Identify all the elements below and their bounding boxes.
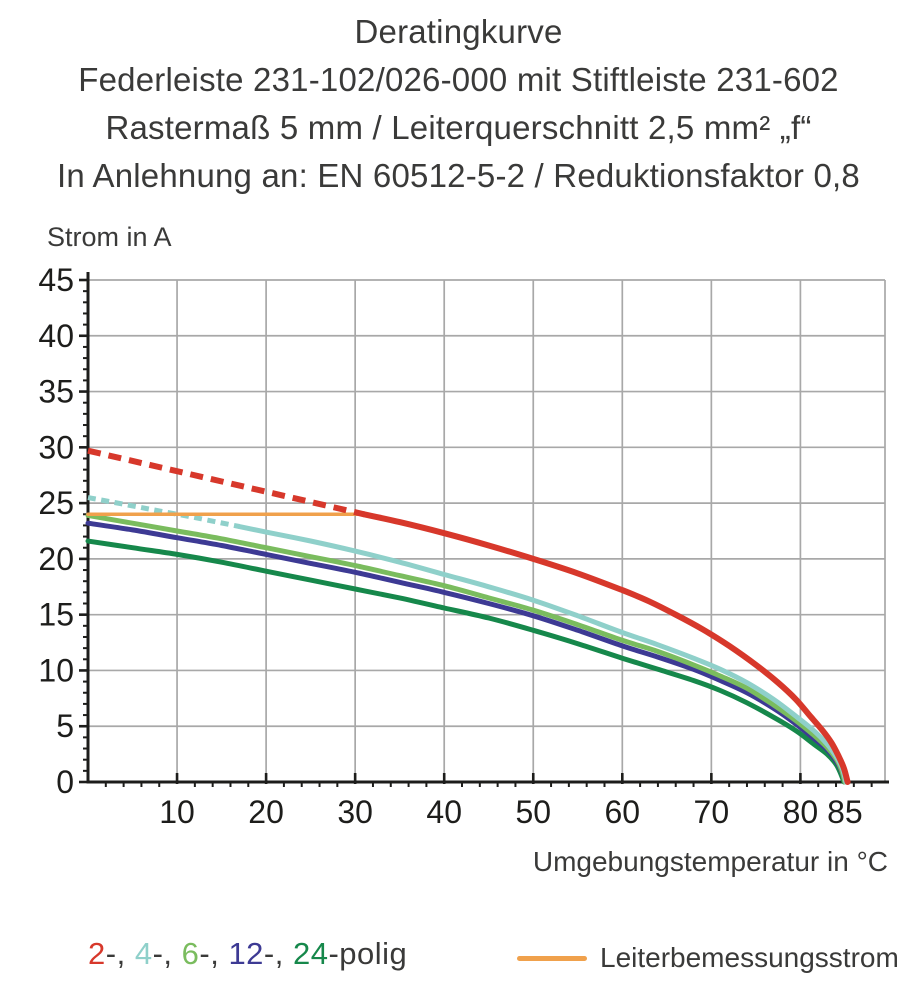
legend-suffix: -polig	[328, 936, 408, 971]
x-tick-label: 30	[337, 794, 373, 830]
pole-count-legend: 2-, 4-, 6-, 12-, 24-polig	[88, 936, 407, 972]
x-tick-label: 85	[827, 794, 863, 830]
curve-4-polig	[236, 524, 849, 785]
rated-current-line-swatch	[517, 955, 587, 961]
legend-pole-24: 24	[292, 936, 329, 971]
chart-title: Deratingkurve	[354, 13, 563, 50]
legend-separator: -,	[263, 936, 293, 971]
x-tick-label: 20	[248, 794, 284, 830]
chart-subtitle-2: Rastermaß 5 mm / Leiterquerschnitt 2,5 m…	[105, 109, 812, 146]
legend-pole-2: 2	[88, 936, 106, 971]
x-tick-label: 60	[605, 794, 641, 830]
y-tick-label: 45	[38, 262, 74, 298]
chart-subtitle-3: In Anlehnung an: EN 60512-5-2 / Reduktio…	[57, 157, 860, 194]
y-tick-label: 20	[38, 541, 74, 577]
legend-pole-12: 12	[228, 936, 264, 971]
legend-pole-4: 4	[134, 936, 153, 971]
x-tick-label: 50	[515, 794, 551, 830]
chart-title-block: Deratingkurve Federleiste 231-102/026-00…	[0, 8, 917, 200]
rated-current-label: Leiterbemessungsstrom	[600, 942, 899, 973]
y-tick-label: 35	[38, 374, 74, 410]
y-tick-label: 25	[38, 485, 74, 521]
curve-24-polig	[85, 538, 847, 785]
legend-separator: -,	[152, 936, 182, 971]
curve-12-polig	[85, 520, 848, 785]
curve-6-polig	[85, 512, 848, 785]
y-tick-label: 30	[38, 429, 74, 465]
x-tick-label: 80	[783, 794, 819, 830]
x-tick-label: 40	[426, 794, 462, 830]
curve-4-polig-dashed	[87, 495, 240, 529]
y-tick-label: 10	[38, 652, 74, 688]
y-axis-label: Strom in A	[47, 222, 172, 252]
curve-2-polig	[361, 511, 851, 785]
rated-current-legend: Leiterbemessungsstrom	[517, 942, 899, 974]
curve-2-polig-dashed	[87, 447, 365, 518]
y-tick-label: 15	[38, 597, 74, 633]
x-axis-label: Umgebungstemperatur in °C	[532, 846, 888, 877]
x-tick-label: 70	[694, 794, 730, 830]
legend-separator: -,	[105, 936, 135, 971]
x-tick-label: 10	[159, 794, 195, 830]
y-tick-label: 40	[38, 318, 74, 354]
chart-subtitle-1: Federleiste 231-102/026-000 mit Stiftlei…	[78, 61, 839, 98]
y-tick-label: 5	[56, 708, 74, 744]
y-tick-label: 0	[56, 764, 74, 800]
legend-separator: -,	[199, 936, 229, 971]
legend-pole-6: 6	[181, 936, 200, 971]
